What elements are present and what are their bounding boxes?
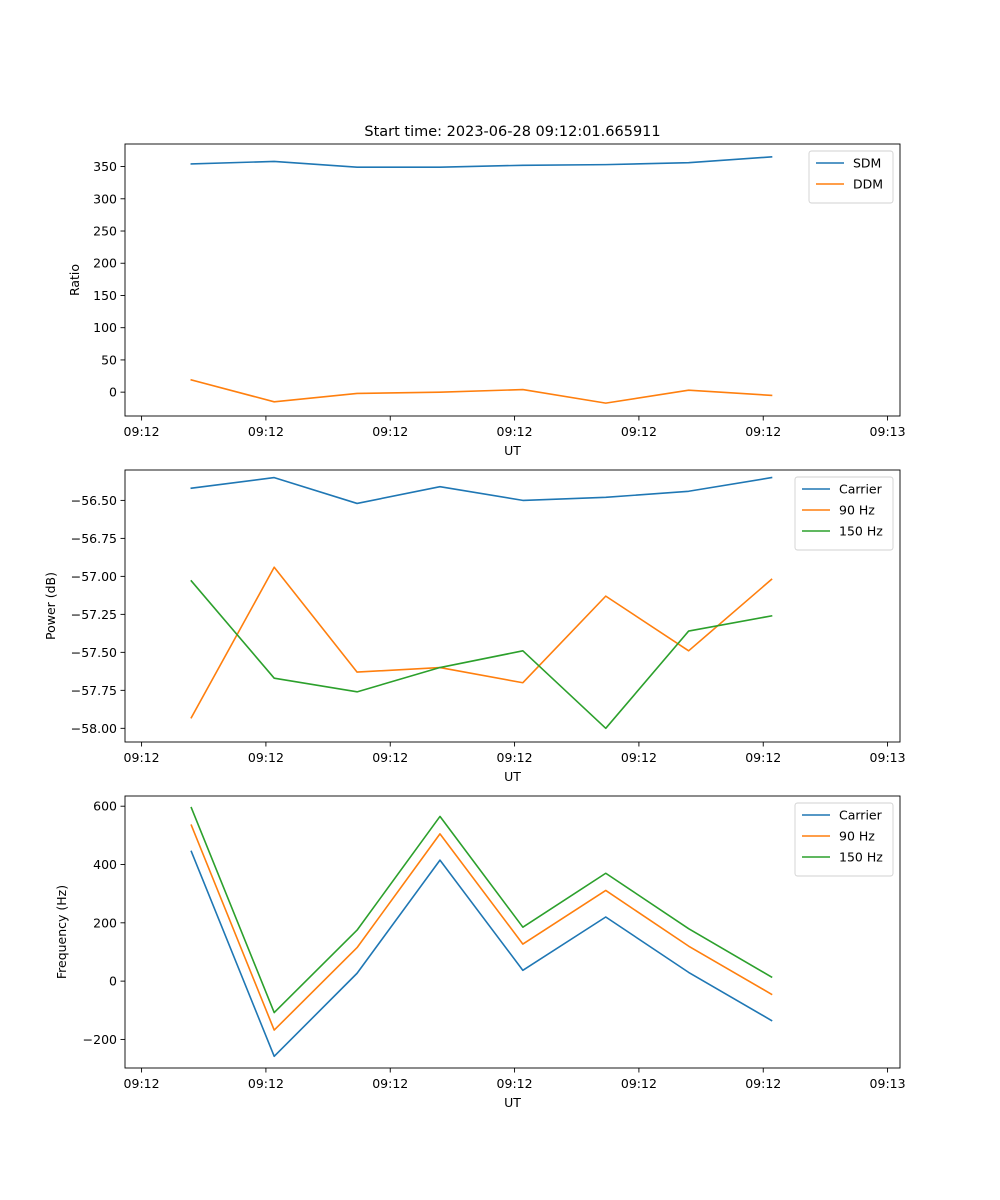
legend-entry: 150 Hz [839, 850, 883, 865]
y-tick-label: −57.50 [71, 645, 117, 660]
series-line-3 [190, 579, 773, 730]
legend-entry: 150 Hz [839, 524, 883, 539]
y-tick-label: −57.75 [71, 683, 117, 698]
legend-frame [808, 150, 894, 204]
legend: Carrier 90 Hz 150 Hz [794, 802, 894, 877]
y-axis-label: Frequency (Hz) [54, 885, 69, 979]
x-tick-label: 09:12 [124, 750, 160, 765]
legend-entry: Carrier [839, 482, 883, 497]
y-tick-label: −57.25 [71, 607, 117, 622]
x-tick-label: 09:12 [745, 1076, 781, 1091]
legend: SDM DDM [808, 150, 894, 204]
y-tick-label: −56.75 [71, 531, 117, 546]
y-tick-label: 50 [101, 352, 117, 367]
x-tick-label: 09:12 [497, 1076, 533, 1091]
axes-frame [124, 143, 901, 417]
x-tick-label: 09:13 [870, 1076, 906, 1091]
legend-entry: DDM [853, 177, 883, 192]
x-tick-label: 09:12 [248, 424, 284, 439]
x-tick-label: 09:13 [870, 424, 906, 439]
x-tick-label: 09:12 [497, 424, 533, 439]
legend-entry: Carrier [839, 808, 883, 823]
series-line-1 [190, 850, 773, 1058]
x-tick-label: 09:12 [621, 750, 657, 765]
y-tick-label: 250 [93, 224, 117, 239]
series-line-1 [190, 476, 773, 505]
y-tick-label: 0 [109, 385, 117, 400]
x-tick-label: 09:12 [621, 1076, 657, 1091]
x-tick-label: 09:12 [372, 750, 408, 765]
y-tick-label: 200 [93, 915, 117, 930]
y-axis-label: Power (dB) [43, 572, 58, 640]
panels: Start time: 2023-06-28 09:12:01.66591109… [43, 124, 906, 1110]
chart-panel-3: 09:12 09:12 09:12 09:12 09:12 09:12 09:13 −200 0… [54, 795, 906, 1110]
x-axis-label: UT [504, 1095, 521, 1110]
legend-entry: SDM [853, 156, 881, 171]
x-tick-label: 09:12 [745, 424, 781, 439]
y-tick-label: 350 [93, 159, 117, 174]
x-tick-label: 09:12 [745, 750, 781, 765]
y-tick-label: 100 [93, 320, 117, 335]
x-tick-label: 09:12 [497, 750, 533, 765]
y-tick-label: 200 [93, 256, 117, 271]
chart-panel-1: Start time: 2023-06-28 09:12:01.665911 09… [67, 124, 906, 458]
x-axis-label: UT [504, 769, 521, 784]
y-tick-label: 150 [93, 288, 117, 303]
x-tick-label: 09:12 [621, 424, 657, 439]
x-tick-label: 09:12 [124, 1076, 160, 1091]
y-tick-label: −56.50 [71, 493, 117, 508]
series-line-2 [190, 378, 773, 404]
x-axis-label: UT [504, 443, 521, 458]
series-line-2 [190, 566, 773, 719]
y-tick-label: −57.00 [71, 569, 117, 584]
chart-title: Start time: 2023-06-28 09:12:01.665911 [364, 124, 660, 140]
series-line-3 [190, 806, 773, 1014]
x-tick-label: 09:12 [248, 750, 284, 765]
y-tick-label: 0 [109, 974, 117, 989]
x-tick-label: 09:12 [372, 424, 408, 439]
x-tick-label: 09:12 [372, 1076, 408, 1091]
y-tick-label: −200 [83, 1032, 117, 1047]
y-tick-label: −58.00 [71, 721, 117, 736]
axes-frame [124, 795, 901, 1069]
y-axis-label: Ratio [67, 264, 82, 296]
series-line-2 [190, 824, 773, 1031]
x-tick-label: 09:12 [248, 1076, 284, 1091]
x-tick-label: 09:12 [124, 424, 160, 439]
series-line-1 [190, 156, 773, 168]
x-tick-label: 09:13 [870, 750, 906, 765]
legend: Carrier 90 Hz 150 Hz [794, 476, 894, 551]
y-tick-label: 400 [93, 857, 117, 872]
legend-entry: 90 Hz [839, 503, 875, 518]
axes-frame [124, 469, 901, 743]
y-tick-label: 300 [93, 191, 117, 206]
chart-panel-2: 09:12 09:12 09:12 09:12 09:12 09:12 09:13 −58.0… [43, 469, 906, 784]
legend-entry: 90 Hz [839, 829, 875, 844]
y-tick-label: 600 [93, 799, 117, 814]
